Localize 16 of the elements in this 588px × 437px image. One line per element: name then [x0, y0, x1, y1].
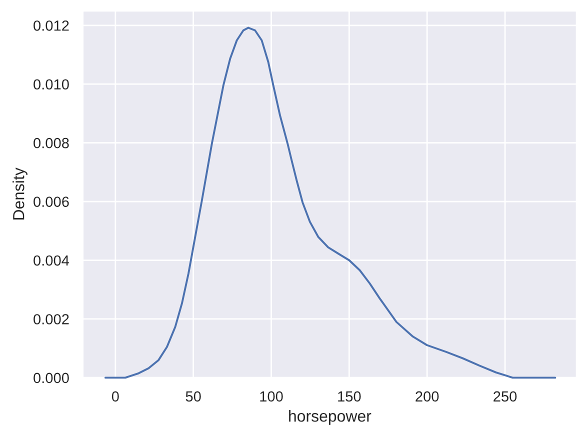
x-tick-label: 100: [260, 391, 283, 402]
y-tick-label: 0.002: [34, 314, 69, 324]
x-tick-label: 200: [416, 391, 439, 402]
y-tick-label: 0.012: [34, 20, 69, 31]
y-tick-label: 0.008: [34, 138, 69, 148]
x-tick-label: 150: [338, 391, 361, 402]
y-tick-label: 0.004: [34, 255, 70, 266]
x-axis-title: horsepower: [289, 410, 372, 425]
line-series: [104, 26, 556, 379]
y-tick-label: 0.010: [34, 79, 69, 90]
x-tick-label: 250: [494, 391, 517, 402]
y-tick-label: 0.000: [34, 372, 69, 384]
y-axis-title: Density: [12, 168, 28, 220]
x-tick-label: 50: [186, 391, 201, 402]
x-tick-label: 0: [112, 391, 119, 402]
y-tick-label: 0.006: [34, 196, 69, 207]
